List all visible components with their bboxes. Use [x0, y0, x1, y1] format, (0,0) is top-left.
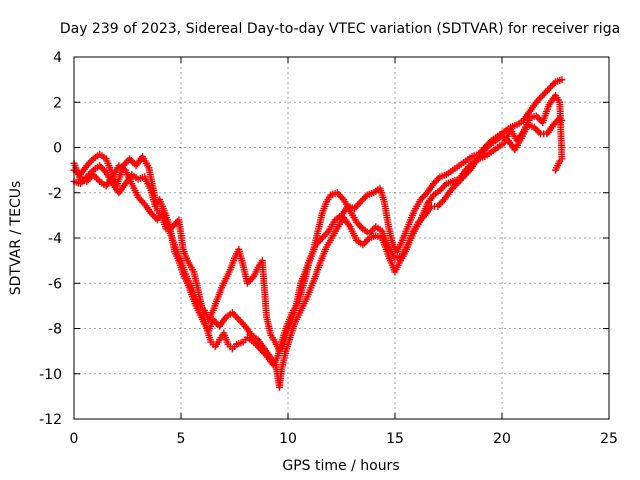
data-point-fill — [357, 223, 365, 231]
grid-lines — [74, 57, 609, 419]
data-point-fill — [450, 183, 458, 191]
data-point-fill — [433, 176, 441, 184]
data-point-fill — [548, 81, 556, 89]
data-point — [357, 198, 365, 206]
data-point-fill — [238, 319, 246, 327]
y-tick-label: -2 — [48, 186, 62, 202]
data-point-fill — [321, 231, 329, 239]
data-point — [235, 315, 243, 323]
data-point-fill — [361, 239, 369, 247]
data-point-fill — [439, 183, 447, 191]
y-axis-label: SDTVAR / TECUs — [8, 181, 24, 296]
y-tick-label: -12 — [39, 412, 62, 428]
x-tick-label: 25 — [600, 431, 618, 447]
data-point-fill — [356, 222, 364, 230]
data-point-fill — [547, 83, 555, 91]
x-tick-label: 20 — [493, 431, 511, 447]
data-point — [539, 91, 547, 99]
data-point-fill — [236, 317, 244, 325]
data-point-fill — [542, 88, 550, 96]
x-tick-label: 0 — [70, 431, 79, 447]
y-tick-label: -4 — [48, 231, 62, 247]
data-point-fill — [553, 117, 561, 125]
data-point-fill — [437, 199, 445, 207]
data-point — [434, 202, 442, 210]
data-point-fill — [230, 310, 238, 318]
data-point-fill — [355, 199, 363, 207]
y-tick-label: -6 — [48, 276, 62, 292]
series-3 — [70, 91, 566, 355]
axis-ticks: 0 5 10 15 20 25 -12 -10 -8 -6 -4 -2 0 2 4 — [39, 50, 618, 447]
data-point-fill — [537, 93, 545, 101]
data-point-fill — [360, 194, 368, 202]
data-point-fill — [540, 90, 548, 98]
y-tick-label: 4 — [53, 50, 62, 66]
x-tick-label: 10 — [279, 431, 297, 447]
data-point-fill — [94, 176, 102, 184]
y-tick-label: 2 — [53, 95, 62, 111]
data-point-fill — [172, 219, 180, 227]
data-point-fill — [438, 185, 446, 193]
y-tick-label: 0 — [53, 141, 62, 157]
data-point-fill — [150, 213, 158, 221]
data-point — [126, 155, 134, 163]
data-point-fill — [92, 174, 100, 182]
data-point-fill — [352, 203, 360, 211]
y-tick-label: -10 — [39, 367, 62, 383]
data-point-fill — [435, 201, 443, 209]
data-point-fill — [335, 190, 343, 198]
x-tick-label: 5 — [177, 431, 186, 447]
y-tick-label: -8 — [48, 322, 62, 338]
data-point-fill — [88, 157, 96, 165]
data-point — [552, 166, 559, 174]
data-points — [70, 76, 566, 391]
data-point-fill — [358, 196, 366, 204]
data-point-fill — [137, 197, 145, 205]
data-point — [558, 76, 566, 84]
data-point-fill — [247, 276, 255, 284]
data-point-fill — [233, 314, 241, 322]
data-point-fill — [420, 192, 428, 200]
data-point-fill — [533, 127, 541, 135]
data-point — [545, 85, 553, 93]
data-point-fill — [543, 86, 551, 94]
data-point-fill — [127, 157, 135, 165]
data-point-fill — [122, 158, 130, 166]
data-point-fill — [97, 163, 105, 171]
data-point-fill — [86, 158, 94, 166]
x-tick-label: 15 — [386, 431, 404, 447]
data-point-fill — [320, 232, 328, 240]
x-axis-label: GPS time / hours — [282, 458, 399, 474]
chart-title: Day 239 of 2023, Sidereal Day-to-day VTE… — [60, 21, 620, 37]
data-point-fill — [535, 95, 543, 103]
data-point-fill — [535, 128, 543, 136]
